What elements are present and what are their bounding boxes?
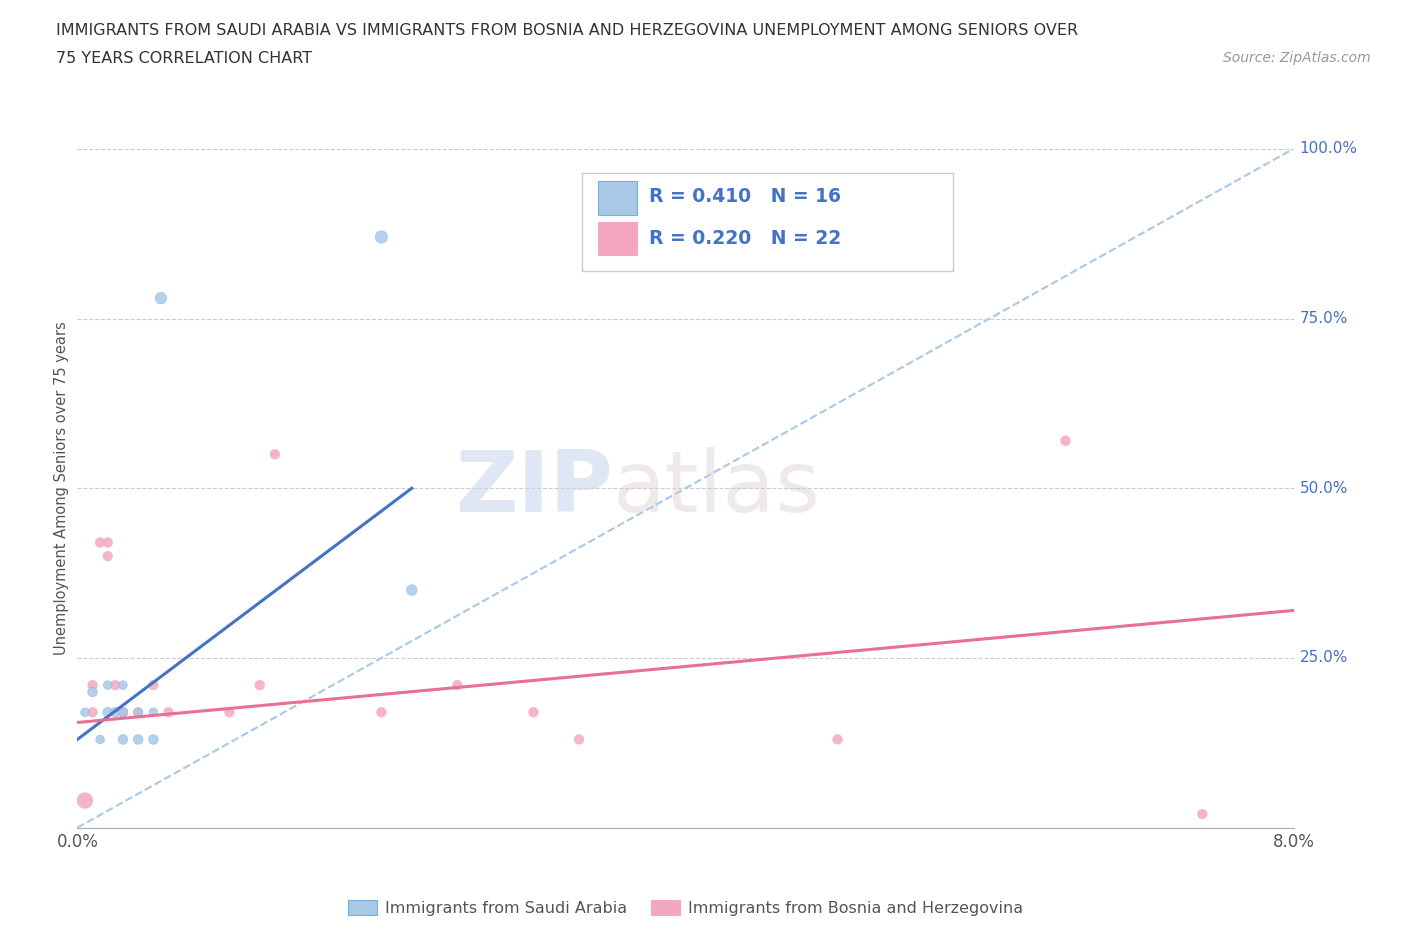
Legend: Immigrants from Saudi Arabia, Immigrants from Bosnia and Herzegovina: Immigrants from Saudi Arabia, Immigrants… <box>342 894 1029 923</box>
Y-axis label: Unemployment Among Seniors over 75 years: Unemployment Among Seniors over 75 years <box>53 322 69 655</box>
Text: R = 0.410   N = 16: R = 0.410 N = 16 <box>650 187 841 206</box>
Point <box>111 678 134 693</box>
Point <box>73 793 96 808</box>
FancyBboxPatch shape <box>598 222 637 256</box>
Point <box>111 705 134 720</box>
Point <box>142 705 165 720</box>
Point <box>82 678 104 693</box>
Point <box>97 549 120 564</box>
Point <box>264 446 287 461</box>
Text: R = 0.220   N = 22: R = 0.220 N = 22 <box>650 229 841 248</box>
Point <box>568 732 591 747</box>
Point <box>127 705 149 720</box>
Point <box>89 535 111 550</box>
Point <box>142 678 165 693</box>
Point <box>249 678 271 693</box>
Point <box>1054 433 1077 448</box>
Point <box>82 705 104 720</box>
Text: 25.0%: 25.0% <box>1299 650 1348 666</box>
Point <box>1191 806 1213 821</box>
Text: ZIP: ZIP <box>454 446 613 530</box>
Point <box>142 732 165 747</box>
Point <box>97 705 120 720</box>
Point <box>111 705 134 720</box>
Point <box>104 705 127 720</box>
Point <box>127 705 149 720</box>
Point <box>149 291 172 306</box>
Point <box>82 684 104 699</box>
Text: 75.0%: 75.0% <box>1299 311 1348 326</box>
Point <box>97 678 120 693</box>
Text: 50.0%: 50.0% <box>1299 481 1348 496</box>
Point <box>89 732 111 747</box>
Point <box>97 535 120 550</box>
FancyBboxPatch shape <box>598 181 637 215</box>
Point <box>370 230 392 245</box>
Point <box>111 732 134 747</box>
FancyBboxPatch shape <box>582 173 953 271</box>
Point <box>370 705 392 720</box>
Point <box>827 732 849 747</box>
Text: Source: ZipAtlas.com: Source: ZipAtlas.com <box>1223 51 1371 65</box>
Point <box>522 705 544 720</box>
Point <box>111 705 134 720</box>
Point <box>218 705 240 720</box>
Text: 100.0%: 100.0% <box>1299 141 1358 156</box>
Text: atlas: atlas <box>613 446 821 530</box>
Point <box>446 678 468 693</box>
Point <box>104 678 127 693</box>
Point <box>401 582 423 598</box>
Point <box>157 705 180 720</box>
Point <box>73 705 96 720</box>
Text: IMMIGRANTS FROM SAUDI ARABIA VS IMMIGRANTS FROM BOSNIA AND HERZEGOVINA UNEMPLOYM: IMMIGRANTS FROM SAUDI ARABIA VS IMMIGRAN… <box>56 23 1078 38</box>
Point <box>127 732 149 747</box>
Text: 75 YEARS CORRELATION CHART: 75 YEARS CORRELATION CHART <box>56 51 312 66</box>
